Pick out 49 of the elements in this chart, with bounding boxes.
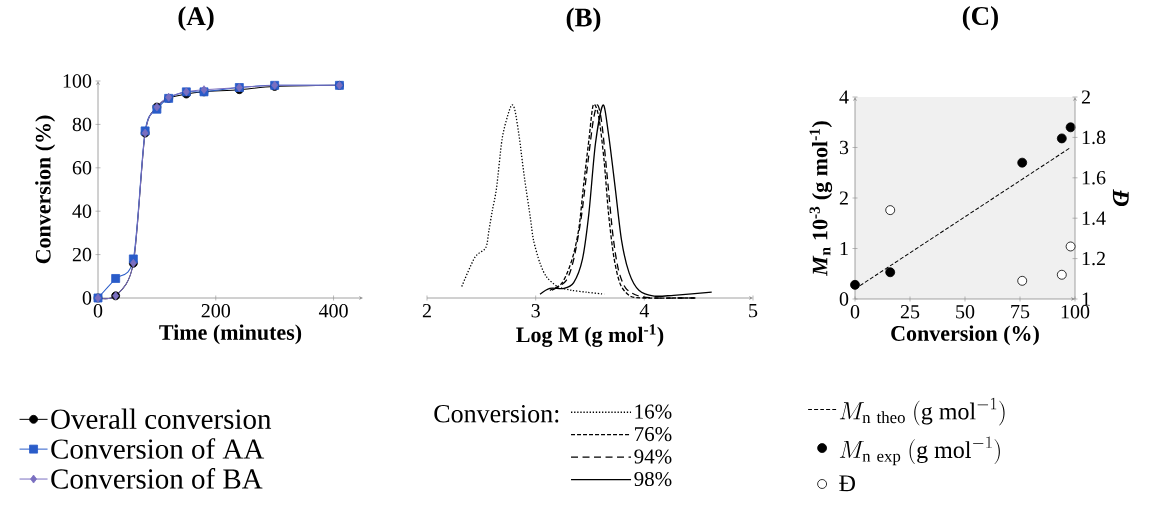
y2-tick-label: 2 [1081, 90, 1090, 104]
y-tick-label: 40 [72, 204, 92, 218]
x-tick-label: 0 [93, 304, 103, 318]
y-tick-label: 3 [839, 140, 849, 155]
y-tick-label: 0 [82, 291, 92, 305]
y-tick-label: 1 [840, 241, 848, 256]
x-tick-label: 100 [1061, 305, 1090, 319]
x-axis-title: Conversion (%) [891, 325, 1039, 346]
legend-label: 76% [635, 426, 672, 442]
chart-title: (B) [566, 7, 601, 33]
legend-label: 98% [634, 471, 672, 487]
x-tick-label: 75 [1011, 305, 1030, 319]
chart-title: (C) [962, 6, 998, 31]
x-tick-label: 4 [639, 304, 650, 318]
y2-tick-label: 1.4 [1082, 211, 1106, 225]
legend-label: $M_{\mathrm{n\ exp}}\ (\mathrm{g\ mol}^{-1})$ [839, 436, 1000, 466]
y2-tick-label: 1 [1082, 292, 1090, 306]
x-tick-label: 2 [422, 304, 431, 318]
legend-label: Conversion of AA [51, 438, 265, 459]
chart-title: (A) [178, 6, 214, 31]
x-tick-label: 3 [531, 304, 540, 318]
y2-tick-label: 1.2 [1082, 251, 1105, 266]
x-axis-title: Log M (g mol$^{-1}$) [516, 324, 664, 347]
y-tick-label: 100 [63, 74, 92, 88]
y-tick-label: 0 [839, 292, 849, 306]
y2-tick-label: 1.8 [1082, 130, 1106, 145]
y-tick-label: 2 [839, 191, 848, 205]
y-axis-title: Conversion (%) [35, 115, 56, 264]
x-tick-label: 25 [900, 305, 920, 319]
x-tick-label: 400 [318, 304, 348, 318]
y2-tick-label: 1.6 [1082, 171, 1106, 185]
x-axis-title: Time (minutes) [159, 324, 302, 345]
legend-title: Conversion: [434, 405, 559, 423]
y2-axis-title: Đ [1112, 189, 1129, 207]
legend-label: Overall conversion [51, 408, 272, 429]
x-tick-label: 0 [850, 305, 860, 319]
y-tick-label: 80 [72, 117, 92, 132]
x-tick-label: 200 [201, 304, 231, 318]
y-tick-label: 20 [72, 247, 92, 262]
legend-label: $M_{\mathrm{n\ theo}}\ (\mathrm{g\ mol}^{-1})$ [839, 397, 1005, 426]
y-axis-title: M$_{n}$ 10$^{-3}$ (g mol$^{-1}$) [809, 121, 833, 277]
x-tick-label: 50 [956, 305, 975, 319]
y-tick-label: 60 [72, 161, 92, 175]
legend-label: Đ [839, 475, 855, 492]
legend-label: 16% [635, 404, 672, 419]
y-tick-label: 4 [839, 90, 849, 104]
x-tick-label: 5 [749, 304, 758, 318]
legend-label: 94% [634, 449, 672, 464]
legend-label: Conversion of BA [51, 468, 263, 489]
